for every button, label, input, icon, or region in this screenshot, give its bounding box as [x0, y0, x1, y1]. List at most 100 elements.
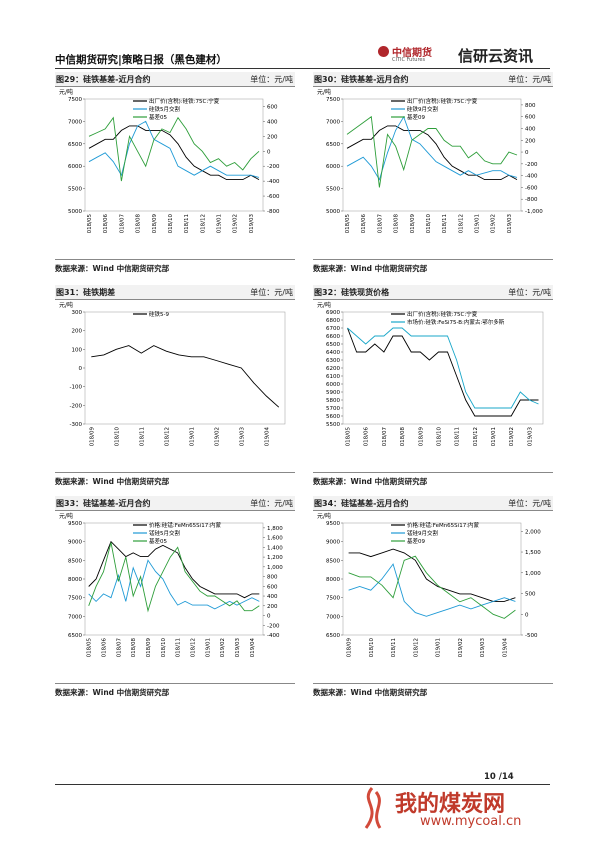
y-tick-label: 6300: [326, 358, 340, 364]
series-line: [346, 115, 518, 188]
x-tick-label: 018/08: [131, 638, 137, 658]
chart-source: 数据来源：Wind 中信期货研究部: [313, 683, 553, 699]
x-tick-label: 018/12: [164, 427, 170, 446]
y2-tick-label: 0: [525, 150, 529, 156]
y-axis-label: 元/吨: [317, 301, 331, 309]
x-tick-label: 018/11: [442, 214, 448, 233]
y-tick-label: 6700: [326, 326, 340, 332]
y-tick-label: 8500: [68, 558, 82, 564]
x-tick-label: 018/09: [89, 427, 95, 447]
chart-source: 数据来源：Wind 中信期货研究部: [55, 472, 295, 488]
x-tick-label: 018/10: [161, 638, 167, 658]
y-tick-label: 6000: [326, 382, 340, 388]
y2-tick-label: 800: [525, 103, 536, 109]
y-tick-label: 5500: [326, 422, 340, 428]
x-tick-label: 018/07: [119, 214, 125, 234]
footer-rule: [55, 784, 550, 785]
watermark-icon: [364, 787, 382, 829]
x-tick-label: 019/04: [250, 638, 256, 658]
y2-tick-label: -400: [267, 633, 280, 639]
y-tick-label: 6500: [326, 633, 340, 639]
y-tick-label: 5700: [326, 406, 340, 412]
x-tick-label: 018/09: [410, 214, 416, 234]
x-tick-label: 019/01: [491, 427, 497, 446]
y2-tick-label: 1,400: [267, 545, 283, 551]
chart-panel: 图32：硅铁现货价格 单位：元/吨 元/吨 5500 5600 5700 5800 5900 6…: [313, 285, 553, 488]
legend-label: 基差09: [407, 113, 425, 121]
x-tick-label: 018/08: [136, 214, 142, 234]
y-tick-label: 5000: [68, 209, 82, 215]
y-tick-label: 5800: [326, 398, 340, 404]
y-tick-label: 7500: [326, 596, 340, 602]
y-tick-label: 5500: [326, 187, 340, 193]
chart-title-bar: 图34：硅锰基差-远月合约 单位：元/吨: [313, 496, 553, 511]
chart-unit: 单位：元/吨: [508, 499, 551, 508]
y-tick-label: 6000: [68, 164, 82, 170]
y2-tick-label: -200: [267, 623, 280, 629]
y-tick-label: 7000: [68, 614, 82, 620]
y-tick-label: 0: [79, 366, 83, 372]
legend-label: 出厂价(含税):硅铁:75C:宁夏: [149, 97, 220, 105]
x-tick-label: 019/01: [436, 638, 442, 657]
y2-tick-label: 0: [267, 149, 271, 155]
series-line: [88, 542, 260, 613]
y-tick-label: 5500: [68, 187, 82, 193]
x-tick-label: 019/02: [214, 427, 220, 446]
y-tick-label: 9000: [68, 540, 82, 546]
x-tick-label: 019/01: [475, 214, 481, 233]
y2-tick-label: -600: [267, 194, 280, 200]
y-tick-label: 100: [72, 347, 83, 353]
y-tick-label: 8000: [326, 577, 340, 583]
x-tick-label: 018/12: [413, 638, 419, 657]
chart-title-bar: 图30：硅铁基差-远月合约 单位：元/吨: [313, 72, 553, 87]
x-tick-label: 019/04: [264, 427, 270, 447]
chart-unit: 单位：元/吨: [250, 288, 293, 297]
y-tick-label: -100: [70, 385, 83, 391]
chart-title: 图33：硅锰基差-近月合约: [56, 499, 151, 508]
y-tick-label: 6900: [326, 310, 340, 316]
series-line: [88, 540, 260, 599]
series-line: [346, 115, 518, 181]
y-tick-label: 8000: [68, 577, 82, 583]
chart-panel: 图30：硅铁基差-远月合约 单位：元/吨 元/吨 5000 5500 6000 6500 70…: [313, 72, 553, 275]
y-tick-label: 6600: [326, 334, 340, 340]
x-tick-label: 018/11: [184, 214, 190, 233]
chart-title-bar: 图31：硅铁期差 单位：元/吨: [55, 285, 295, 300]
x-tick-label: 019/02: [458, 638, 464, 657]
x-tick-label: 018/10: [426, 214, 432, 234]
x-tick-label: 019/02: [220, 638, 226, 657]
y2-tick-label: 600: [267, 584, 278, 590]
y-tick-label: 7500: [68, 596, 82, 602]
chart-title-bar: 图33：硅锰基差-近月合约 单位：元/吨: [55, 496, 295, 511]
y-tick-label: -300: [70, 422, 83, 428]
y-tick-label: 9500: [68, 521, 82, 527]
y2-tick-label: -500: [525, 633, 538, 639]
legend-label: 基差05: [149, 113, 167, 121]
chart: 元/吨 -300 -200 -100 0 100 200 300 018/09 018/10 018…: [59, 301, 286, 447]
logo: 中信期货: [392, 48, 432, 59]
legend-label: 硅铁9月交割: [407, 105, 438, 113]
legend-label: 硅铁5-9: [149, 310, 169, 318]
y2-tick-label: 800: [267, 575, 278, 581]
y2-tick-label: 200: [267, 134, 278, 140]
y2-tick-label: -600: [525, 185, 538, 191]
chart-source: 数据来源：Wind 中信期货研究部: [55, 259, 295, 275]
series-line: [347, 327, 539, 409]
y-tick-label: 6200: [326, 366, 340, 372]
plot-frame: [342, 311, 544, 425]
y2-tick-label: 500: [525, 592, 536, 598]
y-tick-label: 6400: [326, 350, 340, 356]
legend-label: 基差05: [149, 537, 167, 545]
y2-tick-label: 400: [267, 119, 278, 125]
x-tick-label: 019/03: [527, 427, 533, 447]
logo-icon: [378, 46, 389, 57]
y2-tick-label: 1,000: [525, 571, 541, 577]
chart-unit: 单位：元/吨: [250, 499, 293, 508]
y-tick-label: 6500: [326, 142, 340, 148]
chart-title-bar: 图32：硅铁现货价格 单位：元/吨: [313, 285, 553, 300]
x-tick-label: 018/11: [455, 427, 461, 446]
y2-tick-label: -400: [267, 179, 280, 185]
x-tick-label: 018/10: [369, 638, 375, 658]
y2-tick-label: 600: [267, 104, 278, 110]
plot-frame: [84, 98, 264, 212]
